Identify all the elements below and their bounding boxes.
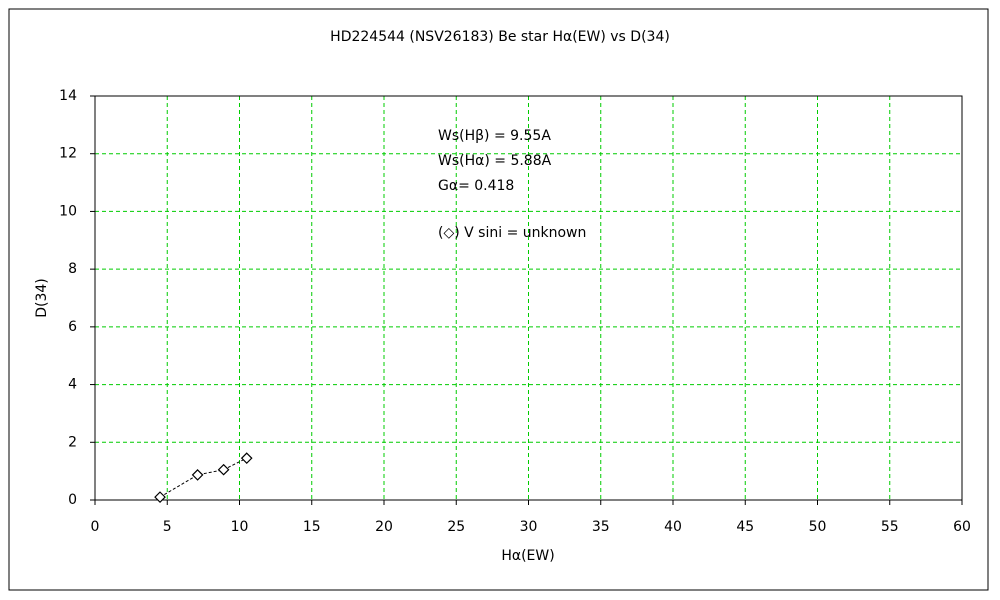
data-point [240,452,253,465]
annotation: Ws(Hβ) = 9.55A [438,128,551,144]
x-tick-label: 40 [664,519,682,535]
data-point [191,469,204,481]
x-tick-label: 5 [163,519,172,535]
annotation: Ws(Hα) = 5.88A [438,153,552,169]
plot-area [94,95,963,501]
y-tick-label: 0 [68,492,77,508]
y-tick-label: 4 [68,377,77,393]
chart-frame [8,8,989,591]
x-tick-label: 0 [91,519,100,535]
annotation: (◇) V sini = unknown [438,225,586,241]
annotation: Gα= 0.418 [438,178,514,194]
data-point [154,491,166,503]
x-tick-label: 10 [231,519,249,535]
chart-title: HD224544 (NSV26183) Be star Hα(EW) vs D(… [330,29,670,45]
data-line [159,457,247,498]
x-tick-label: 45 [736,519,754,535]
x-tick-label: 30 [520,519,538,535]
y-axis-label: D(34) [34,278,50,318]
y-tick-label: 6 [68,319,77,335]
x-axis-label: Hα(EW) [501,548,554,564]
y-tick-label: 8 [68,261,77,277]
x-tick-label: 60 [953,519,971,535]
y-tick-label: 14 [59,88,77,104]
x-tick-label: 15 [303,519,321,535]
y-tick-label: 12 [59,146,77,162]
y-tick-label: 2 [68,434,77,450]
x-tick-label: 55 [881,519,899,535]
x-tick-label: 20 [375,519,393,535]
x-tick-label: 25 [447,519,465,535]
x-tick-label: 35 [592,519,610,535]
y-tick-label: 10 [59,203,77,219]
x-tick-label: 50 [809,519,827,535]
data-point [217,463,230,476]
